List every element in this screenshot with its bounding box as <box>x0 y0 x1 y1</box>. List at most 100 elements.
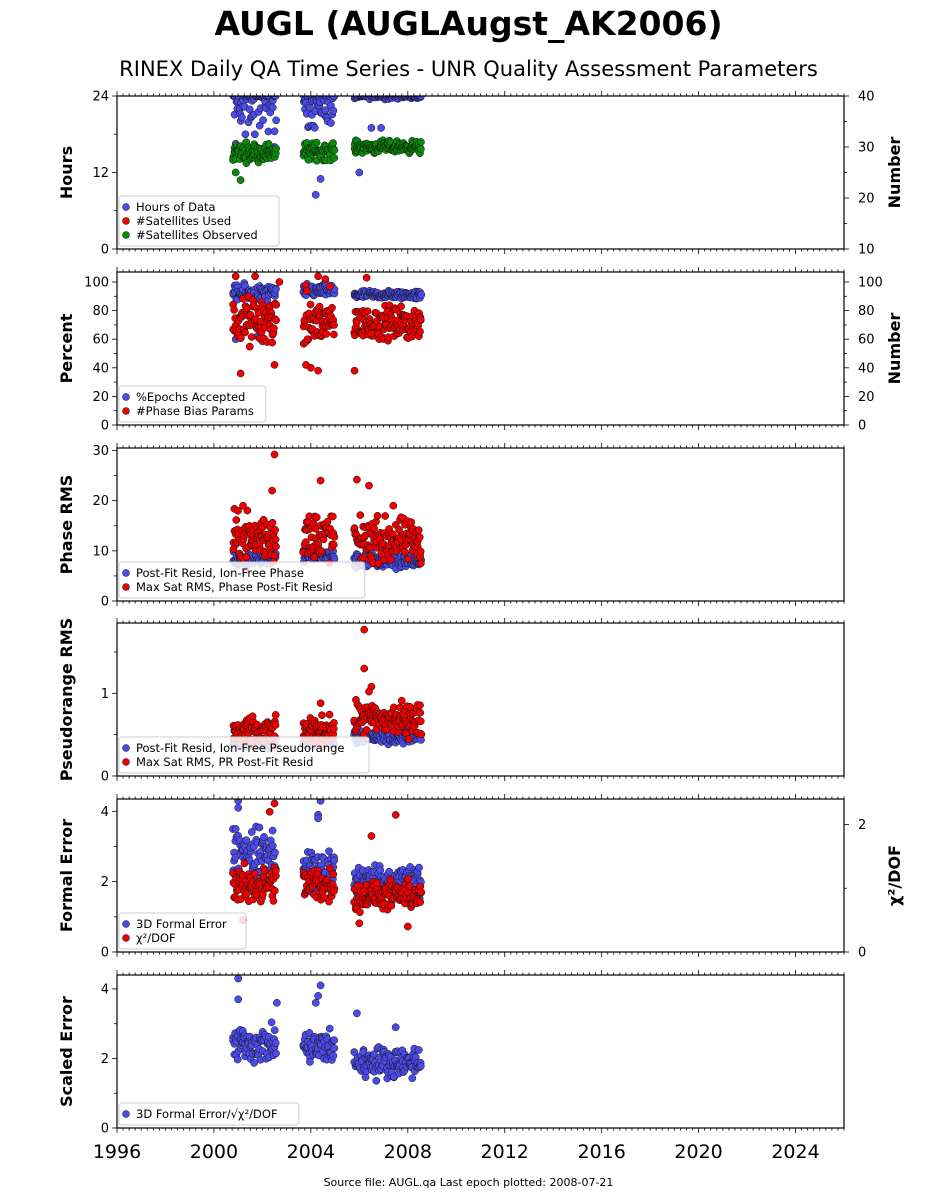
data-point <box>417 138 425 146</box>
legend-marker <box>122 758 130 766</box>
legend-marker <box>122 920 130 928</box>
panel-2: 0 20 40 60 80 100 Percent 0 20 40 60 80 100 Number %Ep… <box>57 267 904 434</box>
data-point <box>417 559 425 568</box>
y2-axis-label: χ²/DOF <box>885 845 904 906</box>
data-point <box>323 517 332 526</box>
data-point <box>310 553 319 562</box>
outlier-point <box>314 992 322 1000</box>
legend-marker <box>122 583 130 591</box>
outlier-point <box>265 807 274 816</box>
outlier-point <box>360 664 369 673</box>
data-point <box>406 703 414 711</box>
x-tick-label: 2016 <box>577 1141 625 1163</box>
y-tick-label: 20 <box>92 390 109 405</box>
data-point <box>416 315 425 324</box>
legend-box <box>118 912 247 950</box>
x-tick-label: 2004 <box>287 1141 335 1163</box>
outlier-point <box>251 272 259 281</box>
data-point <box>271 535 280 544</box>
data-point <box>395 525 403 534</box>
legend-entry: #Phase Bias Params <box>136 404 254 418</box>
outlier-point <box>234 995 243 1004</box>
data-point <box>416 547 425 556</box>
data-point <box>247 828 256 836</box>
data-point <box>234 506 242 515</box>
legend-marker <box>122 231 130 239</box>
data-point <box>401 548 409 556</box>
data-point <box>330 146 339 155</box>
data-point <box>350 1048 359 1056</box>
x-tick-label: 2020 <box>674 1141 722 1163</box>
y2-tick-label: 0 <box>858 419 866 434</box>
legend: 3D Formal Error/√χ²/DOF <box>118 1102 300 1126</box>
data-point <box>232 516 241 524</box>
y2-tick-label: 2 <box>858 818 866 833</box>
data-point <box>369 1050 378 1059</box>
data-point <box>325 864 334 873</box>
y-tick-label: 0 <box>101 770 109 785</box>
outlier-point <box>270 450 279 459</box>
panel-4-points <box>229 625 426 753</box>
legend-entry: Post-Fit Resid, Ion-Free Phase <box>136 566 304 580</box>
data-point <box>303 335 312 344</box>
data-point <box>330 856 339 865</box>
legend-box <box>118 736 370 774</box>
data-point <box>329 139 337 147</box>
outlier-point <box>307 363 315 372</box>
data-point <box>271 711 280 719</box>
data-point <box>356 908 364 917</box>
outlier-point <box>403 922 412 931</box>
panel-3: 0 10 20 30 Phase RMS Post-Fit Resid, Ion-Free… <box>57 443 845 610</box>
data-point <box>272 116 280 125</box>
y2-axis-label: Number <box>885 137 904 209</box>
series-4-2 <box>229 625 426 752</box>
data-point <box>356 511 365 519</box>
data-point <box>250 1059 258 1067</box>
y-tick-label: 12 <box>92 166 109 181</box>
data-point <box>372 1076 381 1085</box>
outlier-point <box>234 975 243 983</box>
outlier-point <box>367 124 376 132</box>
legend-entry: #Satellites Used <box>136 214 231 228</box>
data-point <box>312 513 321 522</box>
data-point <box>386 875 395 884</box>
legend-marker <box>122 393 130 401</box>
data-point <box>242 552 251 561</box>
data-point <box>272 144 280 153</box>
panel-6: 0 2 4 Scaled Error 3D Formal Error/√χ²/DOF <box>57 970 845 1137</box>
outlier-point <box>316 799 325 805</box>
data-point <box>322 330 331 338</box>
data-point <box>270 1026 279 1035</box>
legend-marker <box>122 934 130 942</box>
y-axis-label: Scaled Error <box>57 996 76 1107</box>
panel-5-points <box>229 799 426 931</box>
outlier-point <box>353 475 361 484</box>
outlier-point <box>241 130 250 139</box>
x-tick-label: 2012 <box>481 1141 529 1163</box>
outlier-point <box>316 981 325 990</box>
series-5-2 <box>229 799 426 931</box>
outlier-point <box>355 919 364 928</box>
y2-tick-label: 80 <box>858 304 875 319</box>
outlier-point <box>367 329 376 338</box>
data-point <box>329 870 338 879</box>
outlier-point <box>304 155 313 164</box>
data-point <box>306 103 314 112</box>
data-point <box>397 302 405 311</box>
legend-entry: Max Sat RMS, PR Post-Fit Resid <box>136 755 313 769</box>
legend-entry: 3D Formal Error/√χ²/DOF <box>136 1107 278 1121</box>
legend-marker <box>122 203 130 211</box>
y-tick-label: 80 <box>92 304 109 319</box>
data-point <box>268 338 277 347</box>
y2-tick-label: 10 <box>858 243 875 258</box>
data-point <box>269 897 278 905</box>
data-point <box>267 1018 276 1027</box>
data-point <box>373 511 382 520</box>
outlier-point <box>316 175 325 183</box>
outlier-point <box>314 272 322 281</box>
series-6-1 <box>229 975 425 1085</box>
data-point <box>330 1044 339 1053</box>
